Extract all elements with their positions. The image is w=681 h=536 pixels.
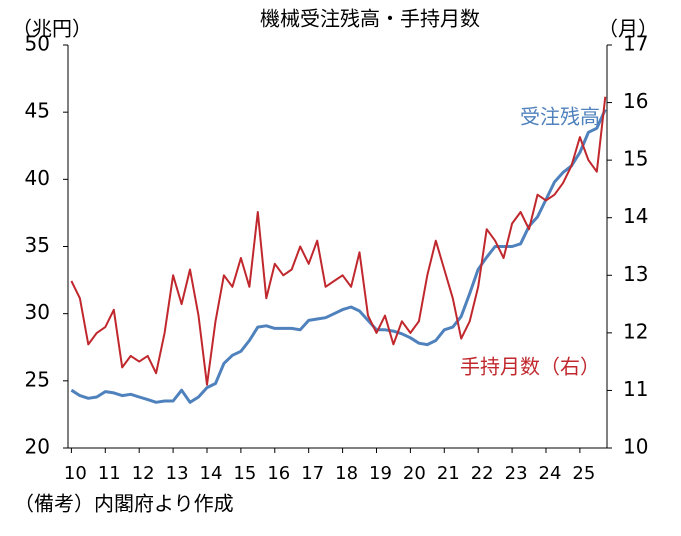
y2-tick-label: 14: [623, 204, 648, 228]
chart-title: 機械受注残高・手持月数: [260, 7, 480, 31]
x-tick-label: 23: [505, 463, 528, 484]
y-tick-label: 30: [25, 300, 50, 324]
series-label: 受注残高: [520, 105, 600, 129]
x-tick-label: 25: [572, 463, 595, 484]
note: （備考）内閣府より作成: [14, 492, 234, 516]
y2-axis-label: （月）: [598, 17, 658, 41]
y2-tick-label: 16: [623, 89, 648, 113]
series-line: [70, 108, 607, 404]
x-tick-label: 20: [403, 463, 426, 484]
x-tick-label: 12: [132, 463, 155, 484]
y-tick-label: 50: [25, 32, 50, 56]
x-tick-label: 18: [335, 463, 358, 484]
y-tick-label: 25: [25, 367, 50, 391]
x-tick-label: 11: [98, 463, 121, 484]
x-tick-label: 14: [200, 463, 223, 484]
y2-tick-label: 13: [623, 262, 648, 286]
y-tick-label: 45: [25, 99, 50, 123]
series-line: [70, 96, 607, 386]
x-tick-label: 16: [267, 463, 290, 484]
x-tick-label: 19: [369, 463, 392, 484]
x-tick-label: 21: [437, 463, 460, 484]
y2-tick-label: 10: [623, 435, 648, 459]
y-axis-label: （兆円）: [12, 17, 92, 41]
y2-tick-label: 15: [623, 147, 648, 171]
x-tick-label: 13: [166, 463, 189, 484]
series-label: 手持月数（右）: [460, 355, 600, 379]
y2-tick-label: 11: [623, 377, 648, 401]
x-tick-label: 22: [471, 463, 494, 484]
y2-tick-label: 17: [623, 32, 648, 56]
y-tick-label: 40: [25, 166, 50, 190]
y2-tick-label: 12: [623, 319, 648, 343]
x-tick-label: 24: [539, 463, 562, 484]
x-tick-label: 15: [233, 463, 256, 484]
y-tick-label: 35: [25, 233, 50, 257]
x-tick-label: 17: [301, 463, 324, 484]
x-tick-label: 10: [64, 463, 87, 484]
y-tick-label: 20: [25, 435, 50, 459]
